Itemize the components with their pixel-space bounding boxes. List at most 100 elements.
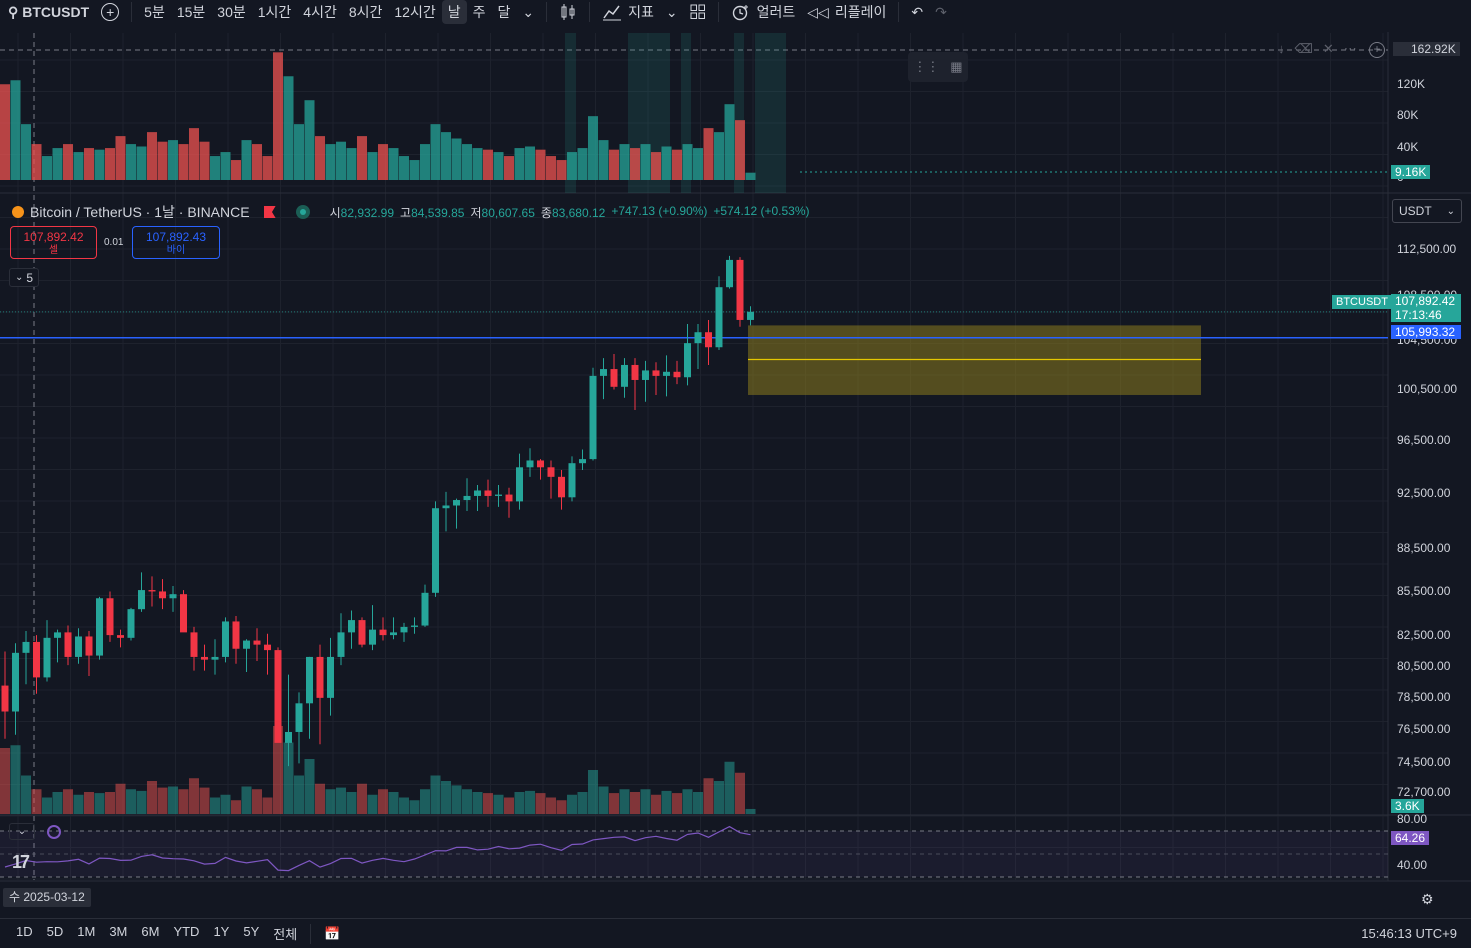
close-value: 83,680.12 xyxy=(551,205,606,220)
rsi-collapse-button[interactable]: ⌄ xyxy=(9,823,35,840)
interval-3[interactable]: 1시간 xyxy=(257,4,292,20)
divider xyxy=(546,2,548,22)
range-3[interactable]: 3M xyxy=(109,924,128,939)
interval-4[interactable]: 4시간 xyxy=(303,4,337,20)
undo-button[interactable]: ↶ xyxy=(905,0,929,24)
settings-gear-icon[interactable]: ⚙ xyxy=(1421,891,1434,907)
volume-overlay-bar xyxy=(273,726,283,814)
volume-overlay-bar xyxy=(73,794,84,814)
candle-body xyxy=(358,620,366,645)
range-6[interactable]: 1Y xyxy=(213,924,230,939)
volume-bar xyxy=(147,132,157,180)
support-zone[interactable] xyxy=(0,311,1388,395)
divider xyxy=(717,2,719,22)
candle xyxy=(85,631,93,677)
add-scale-icon[interactable]: + xyxy=(1369,42,1385,58)
interval-0[interactable]: 5분 xyxy=(144,4,165,20)
range-1[interactable]: 5D xyxy=(46,924,64,939)
volume-bar xyxy=(735,120,745,180)
volume-overlay-bar xyxy=(388,792,399,814)
more-icon[interactable]: ⋯ xyxy=(1343,41,1357,56)
alert-button[interactable]: 얼러트 xyxy=(725,0,802,24)
candle-body xyxy=(652,370,660,376)
add-pane-icon[interactable]: ▦ xyxy=(950,59,963,74)
candle-body xyxy=(421,592,429,626)
compare-symbol-button[interactable]: + xyxy=(95,0,125,24)
volume-overlay-bar xyxy=(94,793,105,814)
currency-select[interactable]: USDT ⌄ xyxy=(1392,199,1462,223)
chart-canvas[interactable]: 112,500.00108,500.00104,500.00100,500.00… xyxy=(0,32,1471,882)
volume-highlight-bands xyxy=(565,33,786,193)
candle-body xyxy=(211,656,219,660)
flag-icon[interactable] xyxy=(263,206,276,218)
range-7[interactable]: 5Y xyxy=(243,924,260,939)
candle xyxy=(1,651,9,739)
range-8[interactable]: 전체 xyxy=(273,927,298,942)
interval-1[interactable]: 15분 xyxy=(176,4,206,20)
interval-5[interactable]: 8시간 xyxy=(348,4,383,20)
volume-scale-label: 40K xyxy=(1397,140,1418,154)
rsi-indicator-icon[interactable] xyxy=(47,825,61,839)
range-0[interactable]: 1D xyxy=(16,924,33,939)
candle-body xyxy=(253,640,261,645)
candle-body xyxy=(442,505,450,509)
interval-8[interactable]: 주 xyxy=(472,4,486,20)
top-toolbar: ⚲ BTCUSDT + 5분 15분 30분 1시간 4시간 8시간 12시간 날 주 달 ⌄ 지… xyxy=(0,0,1471,24)
range-5[interactable]: YTD xyxy=(173,924,200,939)
volume-bar xyxy=(336,141,346,180)
interval-6[interactable]: 12시간 xyxy=(394,4,436,20)
candle-body xyxy=(64,632,72,657)
maximize-icon[interactable]: ✕ xyxy=(1322,41,1334,56)
pane-handle[interactable]: ⋮⋮ ▦ xyxy=(908,52,968,82)
range-2[interactable]: 1M xyxy=(77,924,96,939)
volume-bar xyxy=(409,160,420,180)
volume-max-label[interactable]: 162.92K xyxy=(1393,42,1460,56)
delete-icon[interactable]: ⌫ xyxy=(1294,41,1313,56)
volume-overlay-bar xyxy=(462,789,472,814)
tradingview-logo[interactable]: 17 xyxy=(12,852,30,872)
sell-button[interactable]: 107,892.42 셀 xyxy=(10,226,97,259)
visibility-icon[interactable] xyxy=(295,205,310,219)
volume-bar xyxy=(493,152,504,180)
date-range-button[interactable]: 📅 xyxy=(317,926,347,942)
timezone-clock[interactable]: 15:46:13 UTC+9 xyxy=(1361,926,1457,941)
indicators-dropdown[interactable]: ⌄ xyxy=(660,0,684,24)
candle xyxy=(726,255,733,289)
chart-type-button[interactable] xyxy=(553,0,583,24)
candle xyxy=(495,485,502,507)
buy-label: 바이 xyxy=(166,245,186,256)
interval-2[interactable]: 30분 xyxy=(217,4,246,20)
indicators-icon xyxy=(603,5,622,21)
volume-overlay-bar xyxy=(535,793,546,814)
volume-overlay-bar xyxy=(651,794,661,814)
interval-dropdown-button[interactable]: ⌄ xyxy=(516,0,540,24)
candle xyxy=(106,591,114,642)
drag-handle-icon[interactable]: ⋮⋮ xyxy=(913,59,940,74)
move-down-icon[interactable]: ↓ xyxy=(1278,41,1285,56)
interval-9[interactable]: 달 xyxy=(497,4,511,20)
volume-bar xyxy=(430,124,441,180)
volume-bar xyxy=(378,144,388,180)
redo-button[interactable]: ↷ xyxy=(929,0,953,24)
interval-7[interactable]: 날 xyxy=(441,0,467,24)
range-4[interactable]: 6M xyxy=(141,924,160,939)
replay-button[interactable]: ◁◁ 리플레이 xyxy=(801,0,892,24)
indicators-button[interactable]: 지표 xyxy=(596,0,660,24)
candle xyxy=(75,628,82,664)
layout-button[interactable] xyxy=(684,0,712,24)
buy-button[interactable]: 107,892.43 바이 xyxy=(132,226,220,259)
candle-body xyxy=(390,632,397,636)
price-axis[interactable]: 112,500.00108,500.00104,500.00100,500.00… xyxy=(1397,77,1457,872)
volume-overlay-bar xyxy=(451,785,462,814)
legend-title[interactable]: Bitcoin / TetherUS · 1날 · BINANCE xyxy=(30,204,250,220)
candle-body xyxy=(642,370,649,380)
price-label: 74,500.00 xyxy=(1397,755,1451,769)
volume-bar xyxy=(630,148,640,180)
volume-overlay-bar xyxy=(315,783,325,814)
candle xyxy=(463,478,471,511)
candle-body xyxy=(316,656,324,698)
volume-overlay-bar xyxy=(367,794,378,814)
symbol-search-button[interactable]: ⚲ BTCUSDT xyxy=(0,0,95,24)
hline-price-tag[interactable]: 105,993.32 xyxy=(1391,325,1461,339)
indicators-collapse-button[interactable]: ⌄ 5 xyxy=(9,268,39,287)
